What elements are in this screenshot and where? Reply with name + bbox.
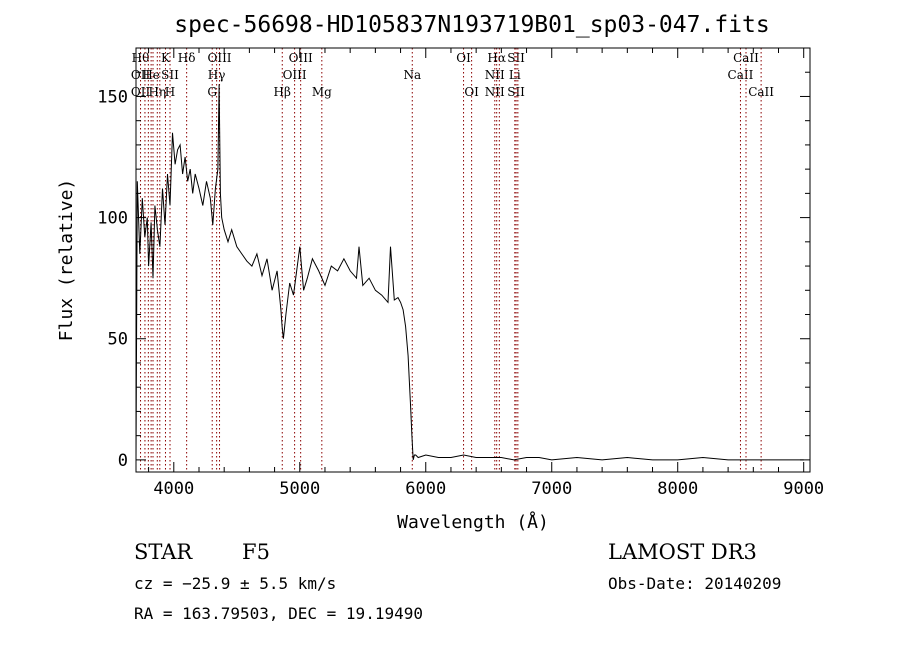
spectral-line-label: CaII	[733, 51, 759, 65]
y-axis-label: Flux (relative)	[56, 179, 77, 342]
chart-title: spec-56698-HD105837N193719B01_sp03-047.f…	[174, 12, 769, 38]
observation-date: Obs-Date: 20140209	[608, 574, 782, 593]
spectral-line-label: Hγ	[208, 68, 226, 82]
spectral-line-label: He	[142, 68, 160, 82]
spectral-line-label: Li	[509, 68, 521, 82]
spectrum-line	[135, 84, 804, 461]
object-class: STAR	[134, 540, 193, 564]
x-tick-label: 6000	[405, 479, 446, 499]
spectral-line-label: NII	[485, 68, 505, 82]
x-tick-label: 8000	[657, 479, 698, 499]
spectral-line-label: H	[165, 85, 175, 99]
spectral-line-label: Hα	[487, 51, 506, 65]
spectrum-plot: spec-56698-HD105837N193719B01_sp03-047.f…	[56, 12, 824, 533]
x-tick-label: 4000	[153, 479, 194, 499]
spectral-line-label: Hη	[148, 85, 166, 99]
x-tick-label: 9000	[783, 479, 824, 499]
ra-dec-coordinates: RA = 163.79503, DEC = 19.19490	[134, 604, 423, 623]
spectral-line-label: OIII	[283, 68, 307, 82]
y-tick-label: 0	[118, 451, 128, 471]
spectral-line-label: OIII	[207, 51, 231, 65]
survey-label: LAMOST DR3	[608, 540, 757, 564]
spectral-line-label: CaII	[728, 68, 754, 82]
spectral-line-label: Hβ	[274, 85, 291, 99]
x-tick-label: 7000	[531, 479, 572, 499]
spectral-line-label: OI	[464, 85, 479, 99]
spectral-line-label: Hδ	[178, 51, 196, 65]
object-subclass: F5	[242, 540, 270, 564]
spectral-line-label: CaII	[748, 85, 774, 99]
redshift-cz: cz = −25.9 ± 5.5 km/s	[134, 574, 337, 593]
x-tick-label: 5000	[279, 479, 320, 499]
spectral-line-label: OI	[456, 51, 471, 65]
spectral-line-label: SII	[161, 68, 179, 82]
y-tick-label: 50	[108, 330, 128, 350]
y-tick-label: 150	[97, 87, 128, 107]
y-tick-label: 100	[97, 209, 128, 229]
spectral-line-label: SII	[507, 51, 525, 65]
spectral-line-label: Hθ	[132, 51, 150, 65]
spectral-line-label: Na	[403, 68, 421, 82]
x-axis-label: Wavelength (Å)	[397, 511, 549, 533]
spectral-line-label: K	[161, 51, 171, 65]
spectral-line-label: OIII	[289, 51, 313, 65]
spectral-line-label: NII	[485, 85, 505, 99]
spectral-line-label: G	[207, 85, 217, 99]
spectral-line-label: Mg	[312, 85, 332, 99]
spectral-line-label: SII	[507, 85, 525, 99]
plot-frame	[135, 47, 811, 473]
